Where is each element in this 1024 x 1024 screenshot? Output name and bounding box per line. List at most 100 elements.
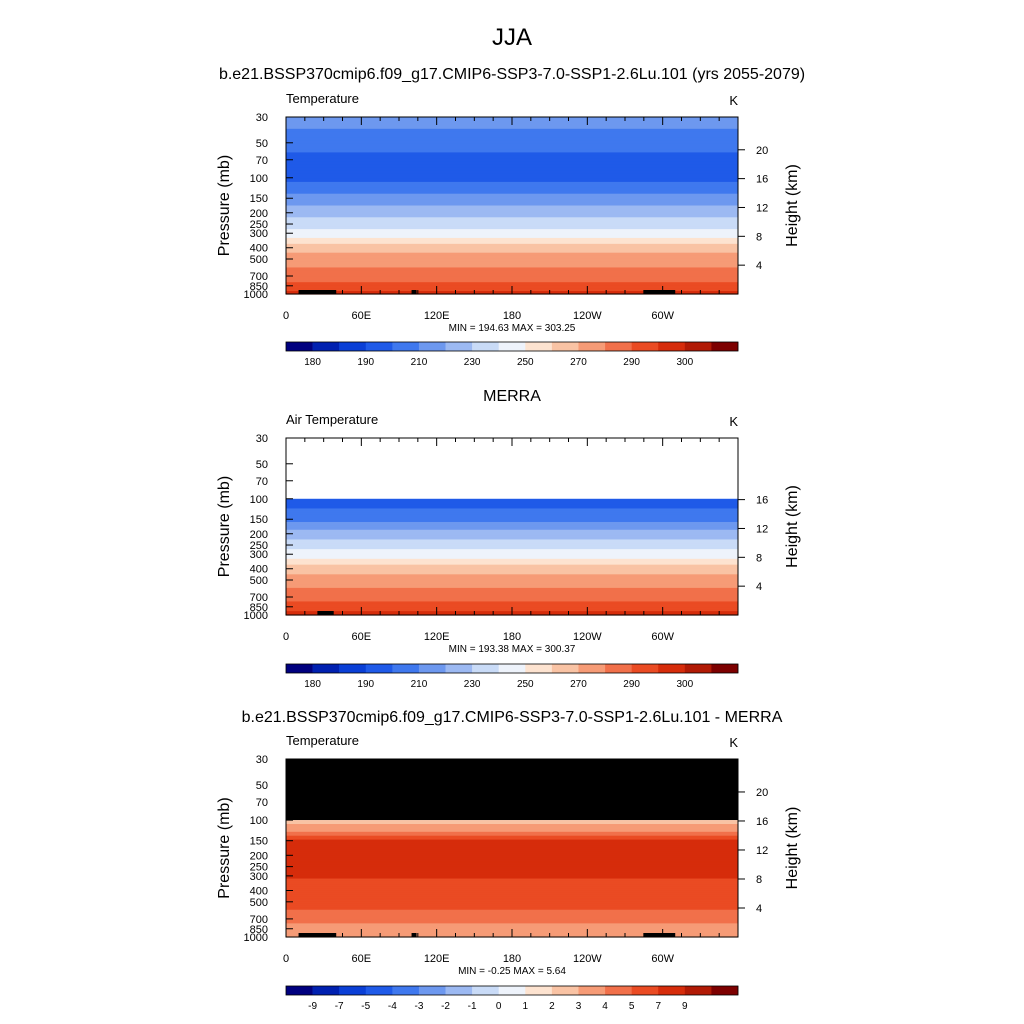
contour-band [286, 498, 738, 502]
contour-band [286, 911, 738, 915]
contour-band [286, 862, 738, 866]
y-tick-label: 300 [250, 549, 268, 561]
y-tick-label: 1000 [244, 610, 268, 622]
contour-band [286, 208, 738, 212]
panel-title: b.e21.BSSP370cmip6.f09_g17.CMIP6-SSP3-7.… [242, 709, 783, 726]
contour-band [286, 178, 738, 183]
contour-band [286, 839, 738, 843]
y2-tick-label: 12 [756, 523, 768, 535]
contour-band [286, 549, 738, 552]
y-tick-label: 1000 [244, 289, 268, 301]
x-tick-label: 60E [352, 310, 372, 322]
colorbar-label: 190 [357, 679, 374, 690]
colorbar-swatch [365, 342, 393, 351]
colorbar-swatch [578, 986, 606, 995]
x-tick-label: 120E [424, 631, 450, 643]
contour-band [286, 835, 738, 839]
contour-band [286, 152, 738, 156]
contour-band [286, 841, 738, 845]
contour-band [286, 578, 738, 581]
colorbar-label: 270 [570, 679, 587, 690]
colorbar-swatch [418, 664, 446, 673]
colorbar-label: 250 [517, 679, 534, 690]
contour-band [286, 564, 738, 568]
contour-band [286, 193, 738, 198]
contour-band [286, 220, 738, 224]
y-tick-label: 250 [250, 862, 268, 874]
y2-tick-label: 8 [756, 231, 762, 243]
contour-band [286, 173, 738, 177]
colorbar-label: 250 [517, 357, 534, 368]
colorbar-frame [285, 341, 739, 352]
contour-band [286, 894, 738, 897]
contour-band [286, 915, 738, 919]
contour-band [286, 861, 738, 864]
contour-band [286, 232, 738, 236]
colorbar-label: 300 [676, 357, 693, 368]
colorbar-label: 290 [623, 357, 640, 368]
contour-band [286, 827, 738, 831]
contour-band [286, 199, 738, 204]
colorbar-swatch [658, 342, 686, 351]
contour-band [286, 905, 738, 909]
y-tick-label: 200 [250, 529, 268, 541]
contour-band [286, 584, 738, 587]
y2-tick-label: 4 [756, 260, 762, 272]
colorbar-label: -1 [468, 1001, 477, 1012]
contour-band [286, 601, 738, 604]
contour-band [286, 531, 738, 535]
y2-tick-label: 8 [756, 874, 762, 886]
y-tick-label: 50 [256, 138, 268, 150]
contour-band [286, 849, 738, 852]
y-tick-label: 30 [256, 754, 268, 766]
y-tick-label: 150 [250, 836, 268, 848]
colorbar-frame [285, 985, 739, 996]
y-tick-label: 400 [250, 564, 268, 576]
contour-band [286, 890, 738, 893]
contour-band [286, 161, 738, 165]
y-tick-label: 150 [250, 193, 268, 205]
colorbar-swatch [339, 664, 367, 673]
contour-band [286, 143, 738, 148]
y2-axis-label: Height (km) [784, 807, 801, 890]
contour-band [286, 270, 738, 274]
contour-band [286, 279, 738, 283]
contour-band [286, 882, 738, 886]
contour-band [286, 518, 738, 521]
contour-band [286, 562, 738, 566]
contour-band [286, 255, 738, 260]
colorbar-swatch [445, 342, 473, 351]
contour-band [286, 568, 738, 572]
contour-band [286, 851, 738, 854]
contour-band [286, 229, 738, 233]
min-max-stats: MIN = 194.63 MAX = 303.25 [449, 323, 576, 334]
topography-mask [317, 611, 334, 615]
y-tick-label: 400 [250, 885, 268, 897]
y-tick-label: 500 [250, 575, 268, 587]
contour-band [286, 258, 738, 263]
y-tick-label: 850 [250, 281, 268, 293]
colorbar-label: 180 [304, 679, 321, 690]
colorbar-swatch [392, 986, 420, 995]
contour-band [286, 249, 738, 254]
contour-band [286, 181, 738, 186]
variable-label: Air Temperature [286, 412, 378, 427]
x-tick-label: 120W [573, 631, 602, 643]
contour-band [286, 847, 738, 850]
colorbar-swatch [551, 664, 579, 673]
contour-band [286, 831, 738, 835]
y2-tick-label: 8 [756, 552, 762, 564]
contour-band [286, 164, 738, 168]
topography-mask [643, 290, 676, 294]
contour-band [286, 125, 738, 130]
colorbar-label: 1 [523, 1001, 529, 1012]
contour-band [286, 880, 738, 884]
colorbar-swatch [605, 342, 632, 351]
y-axis-label: Pressure (mb) [216, 797, 233, 898]
y-tick-label: 500 [250, 254, 268, 266]
contour-band [286, 211, 738, 215]
contour-band [286, 866, 738, 870]
contour-band [286, 822, 738, 825]
contour-band [286, 516, 738, 519]
colorbar-label: 3 [576, 1001, 582, 1012]
